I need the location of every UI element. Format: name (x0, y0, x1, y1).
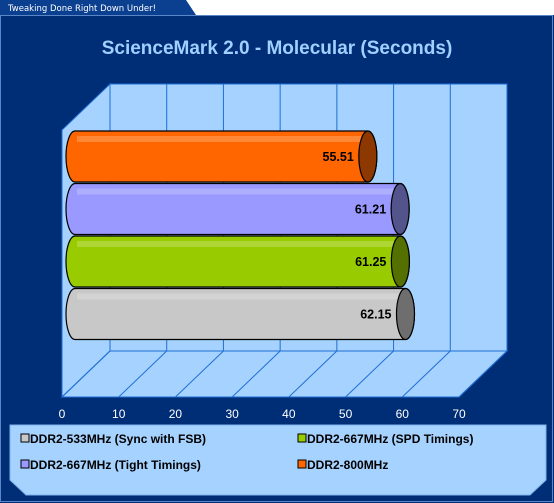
x-tick-label: 50 (339, 407, 353, 421)
bar-value-label: 61.21 (355, 203, 386, 217)
bar-value-label: 61.25 (355, 255, 386, 269)
bar-value-label: 62.15 (360, 308, 391, 322)
legend-item: DDR2-667MHz (Tight Timings) (20, 458, 201, 472)
bars: 55.51 61.21 61.25 62.15 (65, 130, 416, 341)
legend-swatch (20, 459, 30, 469)
legend-label: DDR2-667MHz (SPD Timings) (307, 432, 473, 446)
bar: 61.25 (65, 235, 410, 288)
legend-swatch (297, 459, 307, 469)
x-tick-label: 60 (396, 407, 410, 421)
x-tick-label: 40 (282, 407, 296, 421)
legend-swatch (20, 433, 30, 443)
legend-item: DDR2-800MHz (297, 458, 388, 472)
bar: 61.21 (65, 182, 410, 236)
legend-swatch (297, 433, 307, 443)
x-tick-label: 70 (452, 407, 466, 421)
bar-value-label: 55.51 (323, 150, 354, 164)
bar: 62.15 (65, 287, 416, 341)
legend-label: DDR2-667MHz (Tight Timings) (30, 458, 201, 472)
x-tick-label: 10 (112, 407, 126, 421)
legend-item: DDR2-667MHz (SPD Timings) (297, 432, 473, 446)
legend-item: DDR2-533MHz (Sync with FSB) (20, 432, 206, 446)
legend-label: DDR2-800MHz (307, 458, 388, 472)
bar: 55.51 (65, 130, 378, 183)
legend-label: DDR2-533MHz (Sync with FSB) (30, 432, 206, 446)
banner-text: Tweaking Done Right Down Under! (7, 4, 156, 14)
x-tick-label: 20 (169, 407, 183, 421)
legend (9, 424, 547, 496)
x-axis-ticks: 0 10 20 30 40 50 60 70 (59, 407, 466, 421)
x-tick-label: 0 (59, 407, 66, 421)
x-tick-label: 30 (225, 407, 239, 421)
chart-title: ScienceMark 2.0 - Molecular (Seconds) (102, 38, 453, 59)
banner-tab (0, 0, 196, 15)
